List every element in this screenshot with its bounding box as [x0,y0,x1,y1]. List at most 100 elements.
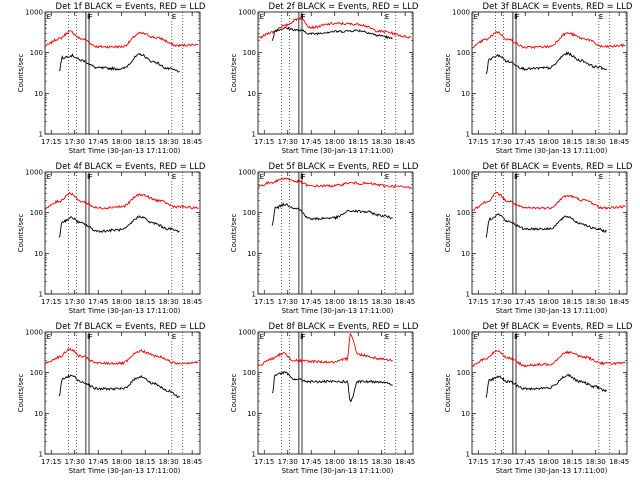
series-line-black [58,53,180,73]
series-line-red [471,191,626,211]
x-tick-label: 18:00 [325,298,345,306]
y-tick-label: 1 [466,291,470,299]
chart-panel: Det 6f BLACK = Events, RED = LLD 1 10 100 10… [444,162,633,315]
x-tick-label: 17:15 [468,138,488,146]
marker-label: F [87,173,91,181]
x-tick-label: 17:45 [515,298,535,306]
x-tick-label: 17:30 [278,298,298,306]
series-line-black [58,214,180,238]
y-axis-label: Counts/sec [17,54,25,93]
x-tick-label: 17:15 [254,298,274,306]
marker-label: F [300,173,304,181]
x-tick-label: 17:15 [41,138,61,146]
marker-label: F [302,13,306,21]
y-tick-label: 1000 [238,329,256,337]
x-tick-label: 17:15 [254,458,274,466]
series-line-red [471,30,626,50]
marker-label: F [302,333,306,341]
marker-label: E [47,333,51,341]
y-tick-label: 1000 [25,9,43,17]
marker-label: F [87,13,91,21]
marker-label: E [599,333,603,341]
marker-label: F [516,173,520,181]
x-axis-label: Start Time (30-Jan-13 17:11:00) [496,307,608,315]
marker-label: E [385,333,389,341]
x-tick-label: 18:15 [348,138,368,146]
y-axis-label: Counts/sec [230,214,238,253]
x-tick-label: 17:45 [88,458,108,466]
chart-title: Det 3f BLACK = Events, RED = LLD [483,2,633,12]
y-axis-label: Counts/sec [230,374,238,413]
x-tick-label: 18:00 [539,138,559,146]
y-tick-label: 100 [30,369,43,377]
marker-label: F [514,173,518,181]
x-tick-label: 17:30 [65,458,85,466]
marker-label: F [300,13,304,21]
marker-label: E [260,13,264,21]
y-tick-label: 100 [243,209,256,217]
chart-title: Det 9f BLACK = Events, RED = LLD [483,322,633,332]
y-tick-label: 10 [34,410,43,418]
y-tick-label: 1000 [452,329,470,337]
x-tick-label: 18:00 [539,458,559,466]
plot-frame [471,171,628,295]
x-tick-label: 18:15 [135,298,155,306]
x-tick-label: 18:15 [135,138,155,146]
chart-title: Det 7f BLACK = Events, RED = LLD [56,322,206,332]
marker-label: F [89,173,93,181]
marker-label: F [514,13,518,21]
chart-title: Det 6f BLACK = Events, RED = LLD [483,162,633,172]
y-tick-label: 100 [30,209,43,217]
marker-label: F [300,333,304,341]
y-tick-label: 100 [30,49,43,57]
x-tick-label: 18:45 [609,458,629,466]
x-tick-label: 17:15 [41,458,61,466]
chart-title: Det 1f BLACK = Events, RED = LLD [56,2,206,12]
x-tick-label: 18:45 [182,298,202,306]
y-tick-label: 10 [461,250,470,258]
series-line-black [271,201,393,226]
marker-label: F [302,173,306,181]
x-tick-label: 17:30 [278,138,298,146]
x-tick-label: 18:45 [395,458,415,466]
y-tick-label: 10 [461,410,470,418]
y-tick-label: 1 [252,291,256,299]
series-line-red [257,17,412,39]
y-tick-label: 10 [247,410,256,418]
chart-panel: Det 8f BLACK = Events, RED = LLD 1 10 100 10… [230,322,419,475]
y-tick-label: 10 [34,90,43,98]
marker-label: E [260,173,264,181]
chart-panel: Det 4f BLACK = Events, RED = LLD 1 10 100 10… [17,162,206,315]
y-tick-label: 10 [247,90,256,98]
plot-frame [44,11,201,135]
plot-frame [471,331,628,455]
marker-label: F [514,333,518,341]
plot-frame [257,171,414,295]
y-tick-label: 10 [461,90,470,98]
series-line-black [485,213,607,238]
y-tick-label: 1 [466,451,470,459]
y-axis-label: Counts/sec [444,54,452,93]
y-tick-label: 100 [457,49,470,57]
marker-label: E [599,13,603,21]
series-line-red [44,30,199,49]
series-line-black [485,373,607,398]
y-axis-label: Counts/sec [444,214,452,253]
marker-label: E [474,333,478,341]
x-axis-label: Start Time (30-Jan-13 17:11:00) [282,147,394,155]
chart-panel: Det 9f BLACK = Events, RED = LLD 1 10 100 10… [444,322,633,475]
x-tick-label: 18:00 [112,298,132,306]
x-tick-label: 18:30 [372,298,392,306]
x-tick-label: 17:30 [65,138,85,146]
y-tick-label: 1000 [452,169,470,177]
x-tick-label: 18:00 [112,138,132,146]
x-tick-label: 18:30 [586,138,606,146]
series-line-black [485,51,607,75]
x-axis-label: Start Time (30-Jan-13 17:11:00) [69,147,181,155]
x-tick-label: 18:30 [159,458,179,466]
y-tick-label: 100 [457,369,470,377]
y-tick-label: 1 [39,451,43,459]
chart-panel: Det 1f BLACK = Events, RED = LLD 1 10 100 10… [17,2,206,155]
x-tick-label: 17:45 [515,138,535,146]
